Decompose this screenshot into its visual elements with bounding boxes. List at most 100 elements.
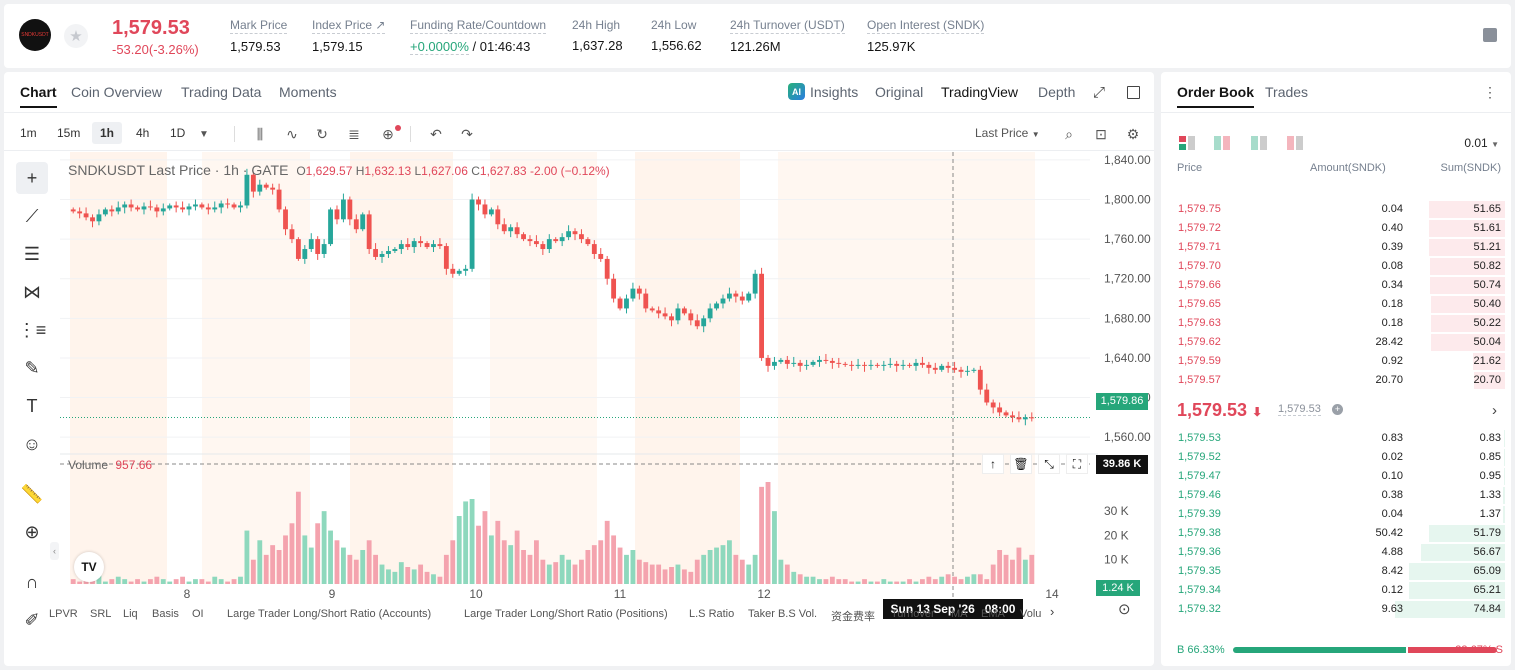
interval-4h[interactable]: 4h bbox=[136, 126, 150, 140]
precision-select[interactable]: 0.01 ▼ bbox=[1464, 136, 1499, 150]
ask-row[interactable]: 1,579.71 0.39 51.21 bbox=[1161, 238, 1511, 257]
indicator-tab[interactable]: SRL bbox=[90, 608, 112, 620]
bid-row[interactable]: 1,579.46 0.38 1.33 bbox=[1161, 486, 1511, 505]
fib-icon[interactable]: ⋮≡ bbox=[17, 319, 47, 340]
interval-15m[interactable]: 15m bbox=[57, 126, 81, 140]
indicator-tab[interactable]: MA bbox=[951, 608, 968, 620]
price-mode-select[interactable]: Last Price ▼ bbox=[975, 126, 1040, 140]
candle bbox=[939, 365, 945, 370]
bid-row[interactable]: 1,579.38 50.42 51.79 bbox=[1161, 524, 1511, 543]
indicator-tab[interactable]: LPVR bbox=[49, 608, 78, 620]
view-original[interactable]: Original bbox=[875, 84, 924, 100]
undo-icon[interactable]: ↶ bbox=[430, 125, 442, 142]
chevron-right-icon[interactable]: › bbox=[1492, 402, 1497, 419]
view-depth[interactable]: Depth bbox=[1038, 84, 1076, 100]
interval-1d[interactable]: 1D bbox=[170, 126, 186, 140]
indicator-tab[interactable]: Liq bbox=[123, 608, 138, 620]
time-settings-icon[interactable]: ⊙ bbox=[1118, 601, 1131, 618]
volume-bar bbox=[154, 576, 160, 584]
ask-row[interactable]: 1,579.62 28.42 50.04 bbox=[1161, 333, 1511, 352]
tab-trades[interactable]: Trades bbox=[1265, 84, 1309, 100]
ai-insights-icon[interactable]: AI bbox=[788, 83, 805, 100]
indicator-tab[interactable]: Large Trader Long/Short Ratio (Positions… bbox=[464, 608, 668, 620]
ask-row[interactable]: 1,579.59 0.92 21.62 bbox=[1161, 352, 1511, 371]
caret-down-icon[interactable]: ▼ bbox=[199, 128, 209, 140]
camera-icon[interactable]: ⊡ bbox=[1095, 125, 1107, 142]
bid-row[interactable]: 1,579.35 8.42 65.09 bbox=[1161, 562, 1511, 581]
chevron-right-icon[interactable]: › bbox=[1050, 604, 1055, 619]
ask-row[interactable]: 1,579.75 0.04 51.65 bbox=[1161, 200, 1511, 219]
candle-type-icon[interactable]: ⫼ bbox=[256, 125, 264, 142]
bid-row[interactable]: 1,579.53 0.83 0.83 bbox=[1161, 429, 1511, 448]
indicator-tab[interactable]: Basis bbox=[152, 608, 179, 620]
tab-coin-overview[interactable]: Coin Overview bbox=[71, 84, 163, 100]
search-icon[interactable]: ⌕ bbox=[1065, 125, 1073, 142]
notebook-icon[interactable] bbox=[1483, 28, 1497, 42]
replay-icon[interactable]: ↻ bbox=[316, 125, 328, 142]
collapse-toolbar-icon[interactable]: ‹ bbox=[50, 542, 59, 560]
bid-row[interactable]: 1,579.36 4.88 56.67 bbox=[1161, 543, 1511, 562]
tradingview-logo-icon[interactable]: TV bbox=[74, 552, 104, 582]
ask-row[interactable]: 1,579.65 0.18 50.40 bbox=[1161, 295, 1511, 314]
bid-row[interactable]: 1,579.39 0.04 1.37 bbox=[1161, 505, 1511, 524]
gear-icon[interactable]: ⚙ bbox=[1126, 125, 1140, 142]
trend-line-icon[interactable]: ⟋ bbox=[25, 205, 39, 226]
expand-icon[interactable]: ⤢ bbox=[1093, 84, 1106, 101]
tab-order-book[interactable]: Order Book bbox=[1177, 84, 1255, 108]
view-tradingview[interactable]: TradingView bbox=[941, 84, 1019, 100]
interval-1h[interactable]: 1h bbox=[92, 122, 123, 144]
ask-row[interactable]: 1,579.72 0.40 51.61 bbox=[1161, 219, 1511, 238]
indicator-tab[interactable]: Taker B.S Vol. bbox=[748, 608, 818, 620]
pattern-icon[interactable]: ⋈ bbox=[23, 281, 41, 302]
candle bbox=[572, 231, 578, 235]
indicator-tab[interactable]: Volu bbox=[1020, 608, 1042, 620]
window-icon[interactable] bbox=[1127, 86, 1140, 99]
ask-row[interactable]: 1,579.66 0.34 50.74 bbox=[1161, 276, 1511, 295]
redo-icon[interactable]: ↷ bbox=[461, 125, 473, 142]
maximize-pane-icon[interactable]: ⛶ bbox=[1066, 454, 1088, 474]
ask-row[interactable]: 1,579.63 0.18 50.22 bbox=[1161, 314, 1511, 333]
zoom-in-icon[interactable]: ⊕ bbox=[24, 521, 40, 542]
funding-rate-value[interactable]: +0.0000% bbox=[410, 39, 469, 55]
emoji-icon[interactable]: ☺ bbox=[22, 433, 42, 454]
view-bids-asks-icon[interactable] bbox=[1214, 136, 1230, 150]
crosshair-icon[interactable]: + bbox=[16, 162, 48, 194]
indicator-tab[interactable]: EMA bbox=[981, 608, 1005, 620]
ask-row[interactable]: 1,579.57 20.70 20.70 bbox=[1161, 371, 1511, 390]
indicator-tab[interactable]: OI bbox=[192, 608, 204, 620]
magnet-icon[interactable]: ∩ bbox=[25, 571, 39, 592]
text-tool-icon[interactable]: T bbox=[26, 395, 38, 416]
favorite-star-icon[interactable]: ★ bbox=[64, 24, 88, 48]
bid-row[interactable]: 1,579.32 9.63 74.84 bbox=[1161, 600, 1511, 619]
arrow-up-icon[interactable]: ↑ bbox=[982, 454, 1004, 474]
templates-icon[interactable]: ≣ bbox=[348, 125, 360, 142]
tab-trading-data[interactable]: Trading Data bbox=[181, 84, 262, 100]
view-bids-icon[interactable] bbox=[1251, 136, 1267, 150]
bid-row[interactable]: 1,579.52 0.02 0.85 bbox=[1161, 448, 1511, 467]
indicator-tab[interactable]: Large Trader Long/Short Ratio (Accounts) bbox=[227, 608, 432, 620]
view-asks-icon[interactable] bbox=[1287, 136, 1303, 150]
ask-row[interactable]: 1,579.70 0.08 50.82 bbox=[1161, 257, 1511, 276]
ruler-icon[interactable]: 📏 bbox=[20, 483, 44, 504]
more-menu-icon[interactable]: ⋮ bbox=[1483, 84, 1497, 100]
horizontal-lines-icon[interactable]: ☰ bbox=[23, 243, 41, 264]
indicator-tab[interactable]: Turnover bbox=[891, 608, 935, 620]
brush-icon[interactable]: ✎ bbox=[24, 357, 40, 378]
interval-1m[interactable]: 1m bbox=[20, 126, 37, 140]
add-alert-icon[interactable]: ⊕ bbox=[382, 125, 394, 142]
candlestick-chart[interactable]: 1,840.00 1,800.00 1,760.00 1,720.00 1,680.00… bbox=[60, 152, 1154, 602]
pencil-lock-icon[interactable]: ✐ bbox=[24, 609, 40, 630]
row-amount: 0.10 bbox=[1381, 470, 1403, 482]
tab-chart[interactable]: Chart bbox=[20, 84, 57, 108]
collapse-pane-icon[interactable]: ⤡ bbox=[1038, 454, 1060, 474]
indicators-icon[interactable]: ∿ bbox=[286, 125, 298, 142]
view-insights[interactable]: Insights bbox=[810, 84, 859, 100]
indicator-tab[interactable]: L.S Ratio bbox=[689, 608, 735, 620]
indicator-tab[interactable]: 资金费率 bbox=[831, 611, 875, 623]
view-both-icon[interactable] bbox=[1179, 136, 1195, 150]
trash-icon[interactable]: 🗑 bbox=[1010, 454, 1032, 474]
mid-mark-price[interactable]: 1,579.53 bbox=[1278, 403, 1321, 416]
bid-row[interactable]: 1,579.34 0.12 65.21 bbox=[1161, 581, 1511, 600]
tab-moments[interactable]: Moments bbox=[279, 84, 337, 100]
bid-row[interactable]: 1,579.47 0.10 0.95 bbox=[1161, 467, 1511, 486]
